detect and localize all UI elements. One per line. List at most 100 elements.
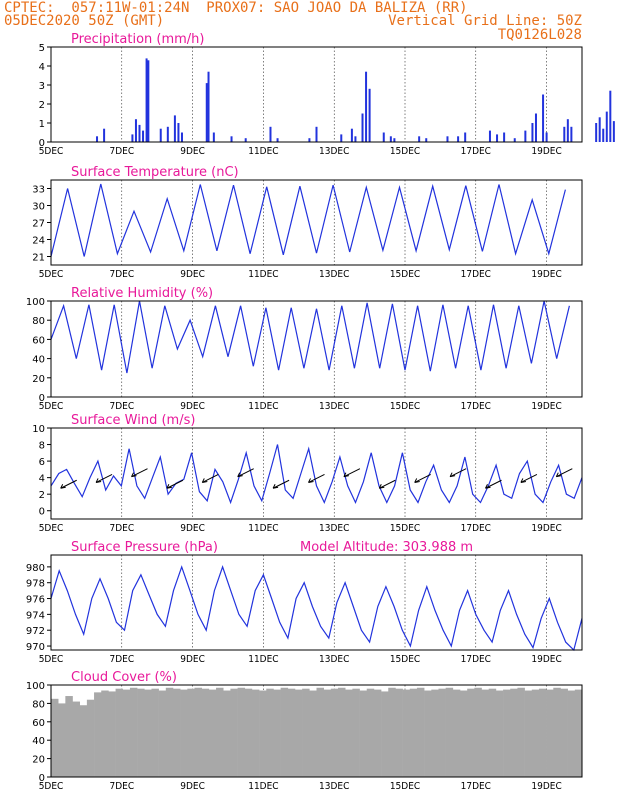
wind-arrow-shaft [95, 474, 113, 483]
series-line [50, 444, 583, 505]
cloud-bar [402, 689, 411, 777]
x-tick-label: 13DEC [319, 401, 349, 412]
wind-arrow [308, 474, 325, 483]
cloud-bar [251, 689, 260, 777]
cloud-bar [503, 689, 511, 777]
plot-frame [50, 300, 583, 398]
cloud-bar [316, 687, 324, 777]
wind-arrow-shaft [485, 479, 502, 489]
panel-3 [47, 427, 583, 520]
y-tick-label: 2 [39, 100, 45, 111]
precip-bar [103, 128, 106, 142]
panel-4 [47, 554, 583, 652]
x-tick-label: 13DEC [319, 523, 349, 534]
precip-bar [598, 117, 601, 142]
wind-arrow-head [237, 472, 243, 478]
wind-arrow [272, 479, 290, 489]
cloud-bar [517, 687, 525, 777]
precip-bar [308, 138, 311, 142]
y-tick-label: 100 [26, 681, 45, 692]
series-line [50, 565, 583, 652]
precip-bar [230, 136, 233, 142]
cloud-bar [51, 698, 59, 777]
wind-arrow-head [60, 484, 66, 489]
cloud-bar [129, 687, 138, 777]
wind-arrow [166, 479, 184, 489]
y-tick-label: 978 [26, 579, 45, 590]
x-tick-label: 9DEC [180, 401, 205, 412]
precip-bar [602, 128, 605, 142]
cloud-bar [237, 687, 246, 777]
y-tick-label: 100 [26, 297, 45, 308]
precip-bar [365, 71, 368, 142]
wind-arrow-head [485, 484, 491, 489]
cloud-bar [323, 689, 332, 777]
cloud-bar [158, 690, 167, 777]
cloud-bar [58, 703, 66, 777]
cloud-bar [352, 688, 360, 777]
cloud-bar [574, 689, 583, 777]
y-tick-label: 21 [32, 253, 45, 264]
precip-bar [159, 128, 162, 142]
cloud-bar [409, 688, 418, 777]
precip-bar [389, 136, 392, 142]
wind-arrow-shaft [449, 468, 467, 478]
cloud-bar [481, 689, 490, 777]
precip-bar [425, 138, 428, 142]
cloud-bar [223, 690, 231, 777]
precip-bar [457, 136, 460, 142]
precip-bar [534, 113, 537, 142]
y-tick-label: 980 [26, 563, 45, 574]
wind-arrow-head [95, 478, 102, 483]
cloud-bar [460, 690, 468, 777]
precip-bar [131, 134, 134, 142]
wind-arrow [343, 468, 361, 478]
panel-title: Surface Wind (m/s) [71, 413, 195, 428]
x-tick-label: 19DEC [531, 654, 561, 665]
panel-0 [47, 46, 615, 143]
precip-bar [368, 88, 371, 142]
precip-bar [142, 130, 145, 142]
wind-arrow-head [520, 478, 526, 483]
wind-arrow [520, 474, 538, 483]
cloud-bar [101, 690, 109, 777]
wind-arrow-head [343, 472, 349, 478]
cloud-bar [244, 688, 253, 777]
cloud-bar [388, 687, 396, 777]
x-tick-label: 13DEC [319, 781, 349, 792]
wind-arrow-shaft [556, 468, 573, 478]
x-tick-label: 7DEC [109, 654, 134, 665]
cloud-bar [115, 688, 124, 777]
cloud-bar [546, 689, 554, 777]
x-tick-label: 17DEC [461, 654, 491, 665]
cloud-bar [108, 691, 116, 777]
x-tick-label: 5DEC [39, 523, 64, 534]
y-tick-label: 1 [39, 119, 45, 130]
wind-arrow-shaft [343, 468, 361, 478]
wind-arrow-head [201, 478, 208, 483]
y-tick-label: 972 [26, 626, 45, 637]
y-tick-label: 20 [32, 755, 45, 766]
y-tick-label: 60 [32, 335, 45, 346]
precip-bar [566, 119, 569, 142]
precip-bar [138, 124, 141, 142]
cloud-bar [208, 689, 217, 777]
wind-arrow-shaft [60, 479, 77, 489]
cloud-bar [287, 688, 296, 777]
precip-bar [418, 136, 421, 142]
plot-frame [50, 684, 583, 778]
x-tick-label: 17DEC [461, 401, 491, 412]
y-tick-label: 2 [39, 490, 45, 501]
cloud-bar [144, 689, 152, 777]
cloud-bar [531, 689, 540, 777]
precip-bar [563, 126, 566, 142]
precip-bar [177, 123, 180, 142]
wind-arrow-head [131, 472, 137, 478]
precip-bar [145, 58, 148, 142]
cloud-bar [201, 688, 210, 777]
precip-bar [134, 119, 137, 142]
precip-bar [269, 126, 272, 142]
cloud-bar [510, 688, 518, 777]
series-line [50, 300, 570, 374]
